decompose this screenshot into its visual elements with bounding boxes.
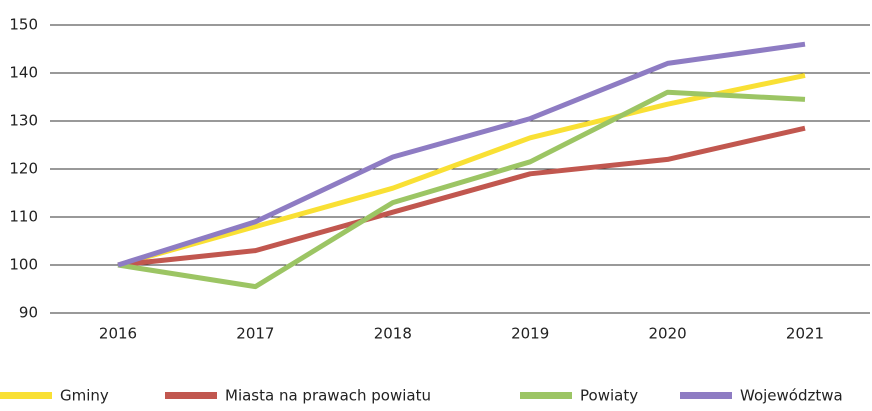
legend-swatch — [0, 392, 52, 399]
series-line — [117, 125, 806, 268]
legend-label: Miasta na prawach powiatu — [225, 387, 431, 405]
legend-label: Województwa — [740, 387, 843, 405]
legend-swatch — [520, 392, 572, 399]
x-tick-label: 2018 — [374, 325, 412, 343]
x-tick-label: 2020 — [649, 325, 687, 343]
y-tick-label: 150 — [9, 16, 38, 34]
legend-label: Powiaty — [580, 387, 638, 405]
y-tick-label: 100 — [9, 256, 38, 274]
x-tick-label: 2021 — [786, 325, 824, 343]
y-tick-label: 90 — [19, 304, 38, 322]
series-line — [117, 41, 806, 268]
legend-swatch — [680, 392, 732, 399]
series-line — [117, 89, 806, 290]
x-tick-label: 2016 — [99, 325, 137, 343]
legend-swatch — [165, 392, 217, 399]
x-tick-label: 2019 — [511, 325, 549, 343]
y-tick-label: 110 — [9, 208, 38, 226]
y-tick-label: 140 — [9, 64, 38, 82]
y-tick-label: 120 — [9, 160, 38, 178]
legend-label: Gminy — [60, 387, 109, 405]
y-tick-label: 130 — [9, 112, 38, 130]
series-line — [117, 72, 806, 268]
x-tick-label: 2017 — [236, 325, 274, 343]
